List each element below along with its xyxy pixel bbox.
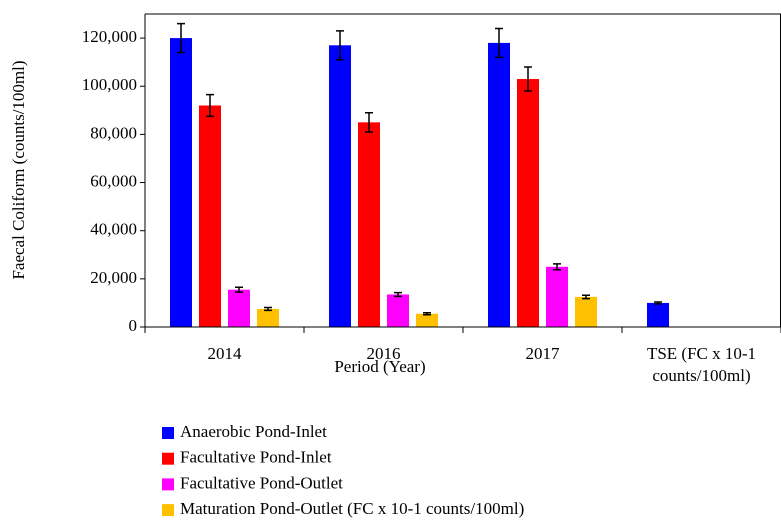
x-tick-label: TSE (FC x 10-1 counts/100ml) <box>646 344 757 385</box>
legend-swatch <box>162 478 174 491</box>
bar <box>199 105 221 327</box>
x-tick-label: 2014 <box>207 344 242 363</box>
legend-label: Anaerobic Pond-Inlet <box>180 422 327 441</box>
y-tick-label: 80,000 <box>90 123 137 142</box>
x-tick-label: 2017 <box>525 344 560 363</box>
bar <box>488 42 510 328</box>
y-tick-label: 40,000 <box>90 220 137 239</box>
y-tick-label: 0 <box>129 316 138 335</box>
bar <box>358 122 380 327</box>
legend-swatch <box>162 427 174 439</box>
error-bar <box>336 30 344 61</box>
bar <box>575 296 597 327</box>
legend-swatch <box>162 504 174 517</box>
bar <box>517 79 539 327</box>
bar <box>228 289 250 327</box>
y-axis-label: Faecal Coliform (counts/100ml) <box>9 60 28 279</box>
bar <box>329 45 351 328</box>
legend-swatch <box>162 452 174 465</box>
error-bar <box>365 111 373 133</box>
error-bar <box>177 22 185 54</box>
legend-label: Maturation Pond-Outlet (FC x 10-1 counts… <box>180 499 524 518</box>
error-bar <box>235 286 243 293</box>
error-bar <box>394 291 402 298</box>
y-tick-label: 60,000 <box>90 171 137 190</box>
x-tick-label: 2016 <box>366 344 401 363</box>
error-bar <box>654 301 662 305</box>
x-axis-label: Period (Year) <box>334 357 425 376</box>
error-bar <box>553 263 561 271</box>
legend-label: Facultative Pond-Outlet <box>180 473 343 492</box>
error-bar <box>264 306 272 312</box>
error-bar <box>206 93 214 118</box>
error-bar <box>524 66 532 92</box>
y-tick-label: 100,000 <box>82 75 137 94</box>
error-bar <box>582 294 590 300</box>
bar <box>170 38 192 327</box>
y-tick-label: 120,000 <box>82 27 137 46</box>
legend-label: Facultative Pond-Inlet <box>180 448 332 467</box>
error-bar <box>423 312 431 316</box>
bar <box>546 266 568 327</box>
bar <box>416 313 438 327</box>
bar <box>647 302 669 327</box>
bar <box>257 308 279 327</box>
y-tick-label: 20,000 <box>90 268 137 287</box>
error-bar <box>495 27 503 59</box>
bar <box>387 294 409 327</box>
